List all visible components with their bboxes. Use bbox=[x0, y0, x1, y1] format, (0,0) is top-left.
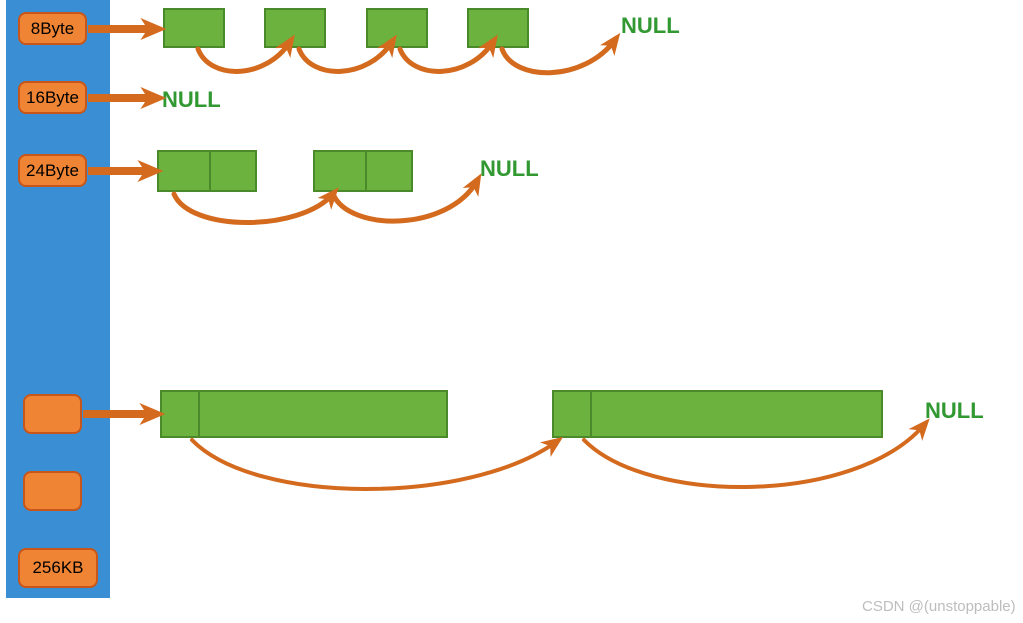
curve-r3-1 bbox=[174, 194, 333, 223]
null-row1: NULL bbox=[621, 13, 680, 39]
row4-b2-divider bbox=[590, 392, 592, 436]
row4-b1 bbox=[160, 390, 448, 438]
row3-b2-divider bbox=[365, 152, 367, 190]
null-row4: NULL bbox=[925, 398, 984, 424]
curve-r4-1 bbox=[192, 440, 556, 489]
row1-b4 bbox=[467, 8, 529, 48]
row1-b1 bbox=[163, 8, 225, 48]
bucket-256kb: 256KB bbox=[18, 548, 98, 588]
bucket-large-1 bbox=[23, 394, 82, 434]
arrows-layer bbox=[0, 0, 1023, 623]
row1-b3 bbox=[366, 8, 428, 48]
bucket-8byte: 8Byte bbox=[18, 12, 87, 45]
row4-b2 bbox=[552, 390, 883, 438]
bucket-24byte: 24Byte bbox=[18, 154, 87, 187]
null-row2: NULL bbox=[162, 87, 221, 113]
watermark: CSDN @(unstoppable) bbox=[862, 598, 1016, 615]
null-row3: NULL bbox=[480, 156, 539, 182]
row3-b1 bbox=[157, 150, 257, 192]
row3-b2 bbox=[313, 150, 413, 192]
row4-b1-divider bbox=[198, 392, 200, 436]
bucket-large-2 bbox=[23, 471, 82, 511]
diagram-stage: 8Byte 16Byte 24Byte 256KB NULL NULL NULL NULL CS… bbox=[0, 0, 1023, 623]
bucket-16byte: 16Byte bbox=[18, 81, 87, 114]
row1-b2 bbox=[264, 8, 326, 48]
row3-b1-divider bbox=[209, 152, 211, 190]
